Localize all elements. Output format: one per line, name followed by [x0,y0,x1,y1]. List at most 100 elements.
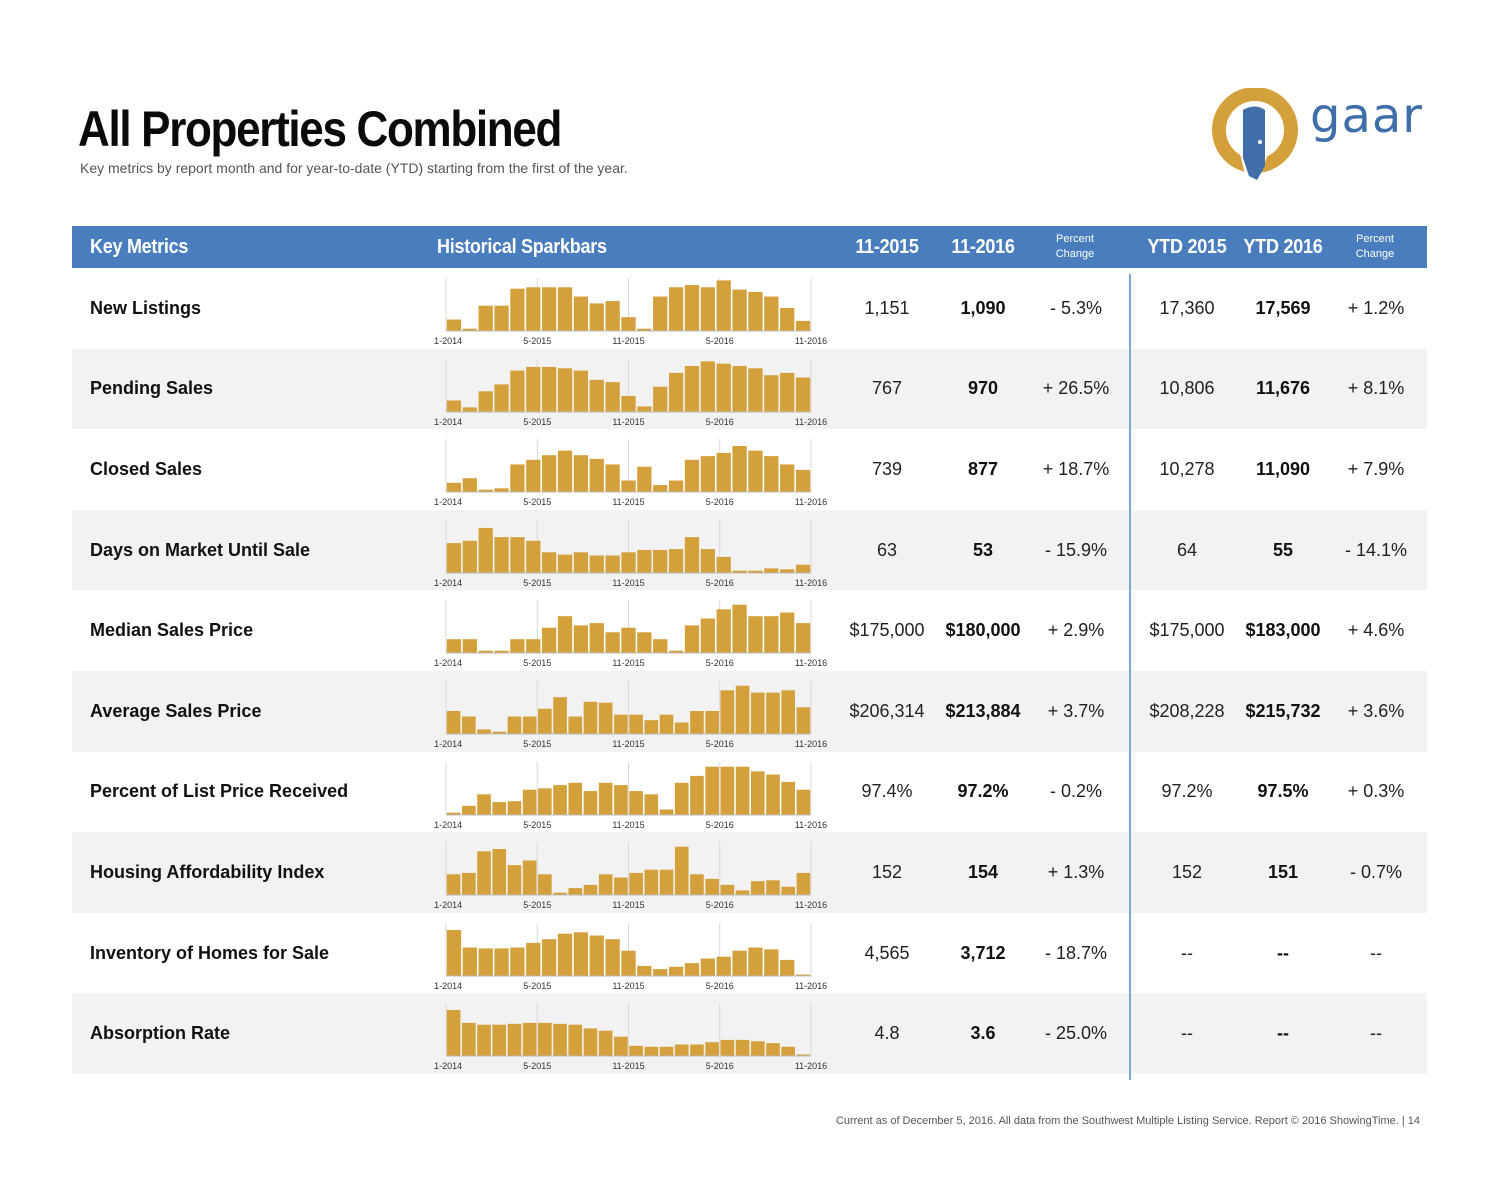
value-percent-change: + 1.3% [1047,861,1105,882]
page-title: All Properties Combined [78,101,562,157]
sparkbar-bar [644,793,659,815]
value-ytd-percent-change: + 0.3% [1347,781,1405,802]
sparkbar-svg: 11-2014 5-2015 11-2015 5-2016 11-2016 [434,519,827,588]
sparkbar-bar [780,569,795,573]
sparkbar-bar [700,360,715,412]
sparkbar-bar [732,605,747,654]
table-row: Housing Affordability Index 11-2014 5-2015… [72,832,1427,913]
sparkbar-bar [690,874,704,896]
sparkbar-tick-label: 11-2015 [612,658,644,668]
sparkbar-tick-label: 11-2015 [612,417,644,427]
table-row: Average Sales Price 11-2014 5-2015 11-2015 5… [72,670,1427,752]
sparkbar-bar [494,488,509,493]
value-ytd-2015: 97.2% [1161,781,1213,802]
sparkbar-tick-label: 11-2014 [434,336,462,346]
sparkbar-bar [637,965,652,976]
sparkbar-bar [668,548,684,573]
sparkbar-bar [621,317,636,331]
sparkbar-tick-label: 5-2015 [523,658,551,668]
sparkbar-bar [637,466,652,493]
sparkbar-bar [780,464,795,493]
sparkbar-bar [614,877,628,896]
sparkbar-bar [583,1028,598,1057]
sparkbar-bar [720,1040,735,1057]
value-ytd-2016: -- [1277,1023,1289,1044]
sparkbar-bar [583,790,598,815]
value-ytd-percent-change: -- [1370,1023,1382,1044]
sparkbar-bar [780,308,795,331]
sparkbar-bar [462,873,476,896]
value-ytd-2016: $183,000 [1245,620,1321,641]
sparkbar-chart: 11-2014 5-2015 11-2015 5-2016 11-2016 [434,278,829,348]
sparkbar-bar [674,846,689,896]
sparkbar-bar [573,932,589,976]
value-month-2015: 767 [871,378,903,399]
sparkbar-bar [494,305,509,331]
sparkbar-tick-label: 11-2016 [795,497,827,507]
sparkbar-tick-label: 11-2015 [612,1061,644,1071]
sparkbar-bar [589,303,604,331]
header-pct-line1: Percent [1056,233,1094,245]
sparkbar-tick-label: 11-2014 [434,658,462,668]
header-percent-change: Percent Change [1040,226,1110,268]
value-ytd-2016: 11,676 [1255,378,1311,399]
sparkbar-bar [510,370,525,412]
value-ytd-percent-change: - 0.7% [1349,861,1403,882]
value-month-2015: 1,151 [864,297,910,318]
sparkbar-bar [494,948,509,976]
sparkbar-bar [492,731,507,734]
sparkbar-tick-label: 11-2015 [612,820,644,830]
sparkbar-bar [796,707,811,734]
sparkbar-bar [644,1047,659,1057]
value-percent-change: + 2.9% [1047,620,1105,641]
sparkbar-bar [684,962,700,976]
sparkbar-tick-label: 11-2016 [795,739,827,749]
sparkbar-bar [494,651,509,654]
sparkbar-tick-label: 5-2015 [523,739,551,749]
sparkbar-bar [446,400,462,412]
sparkbar-tick-label: 11-2016 [795,820,827,830]
sparkbar-bar [795,377,811,412]
sparkbar-bar [478,305,493,331]
sparkbar-bar [522,789,537,815]
sparkbar-bar [522,716,537,734]
sparkbar-bar [621,552,636,573]
sparkbar-tick-label: 11-2016 [795,578,827,588]
sparkbar-tick-label: 11-2016 [795,417,827,427]
sparkbar-bar [589,935,604,976]
sparkbar-bar [583,885,598,896]
sparkbar-bar [637,328,652,331]
sparkbar-tick-label: 11-2015 [612,336,644,346]
header-sparkbars: Historical Sparkbars [437,235,607,258]
value-ytd-2015: 10,278 [1159,458,1215,479]
sparkbar-bar [542,552,557,573]
sparkbar-bar [621,950,636,976]
value-ytd-percent-change: -- [1370,942,1382,963]
sparkbar-bar [553,697,567,734]
sparkbar-bar [668,651,684,654]
sparkbar-bar [705,766,719,815]
table-row: Inventory of Homes for Sale 11-2014 5-2015… [72,913,1427,994]
sparkbar-tick-label: 11-2014 [434,820,462,830]
sparkbar-bar [716,556,731,573]
sparkbar-bar [478,948,493,976]
value-ytd-2015: -- [1181,1023,1193,1044]
sparkbar-bar [614,714,628,734]
sparkbar-tick-label: 11-2014 [434,1061,462,1071]
sparkbar-bar [668,966,684,976]
sparkbar-bar [605,632,620,654]
sparkbar-bar [573,552,589,573]
value-ytd-2016: 97.5% [1257,781,1309,802]
value-percent-change: - 5.3% [1049,297,1103,318]
value-month-2016: 877 [967,458,999,479]
sparkbar-bar [462,540,477,573]
sparkbar-bar [605,938,620,976]
metric-label: Closed Sales [90,458,203,479]
sparkbar-bar [720,690,735,734]
sparkbar-bar [690,1044,704,1057]
sparkbar-bar [446,812,461,815]
value-month-2016: 970 [967,378,999,399]
sparkbar-bar [542,938,557,976]
metric-label: Absorption Rate [90,1023,231,1044]
metric-label: Pending Sales [90,378,214,399]
